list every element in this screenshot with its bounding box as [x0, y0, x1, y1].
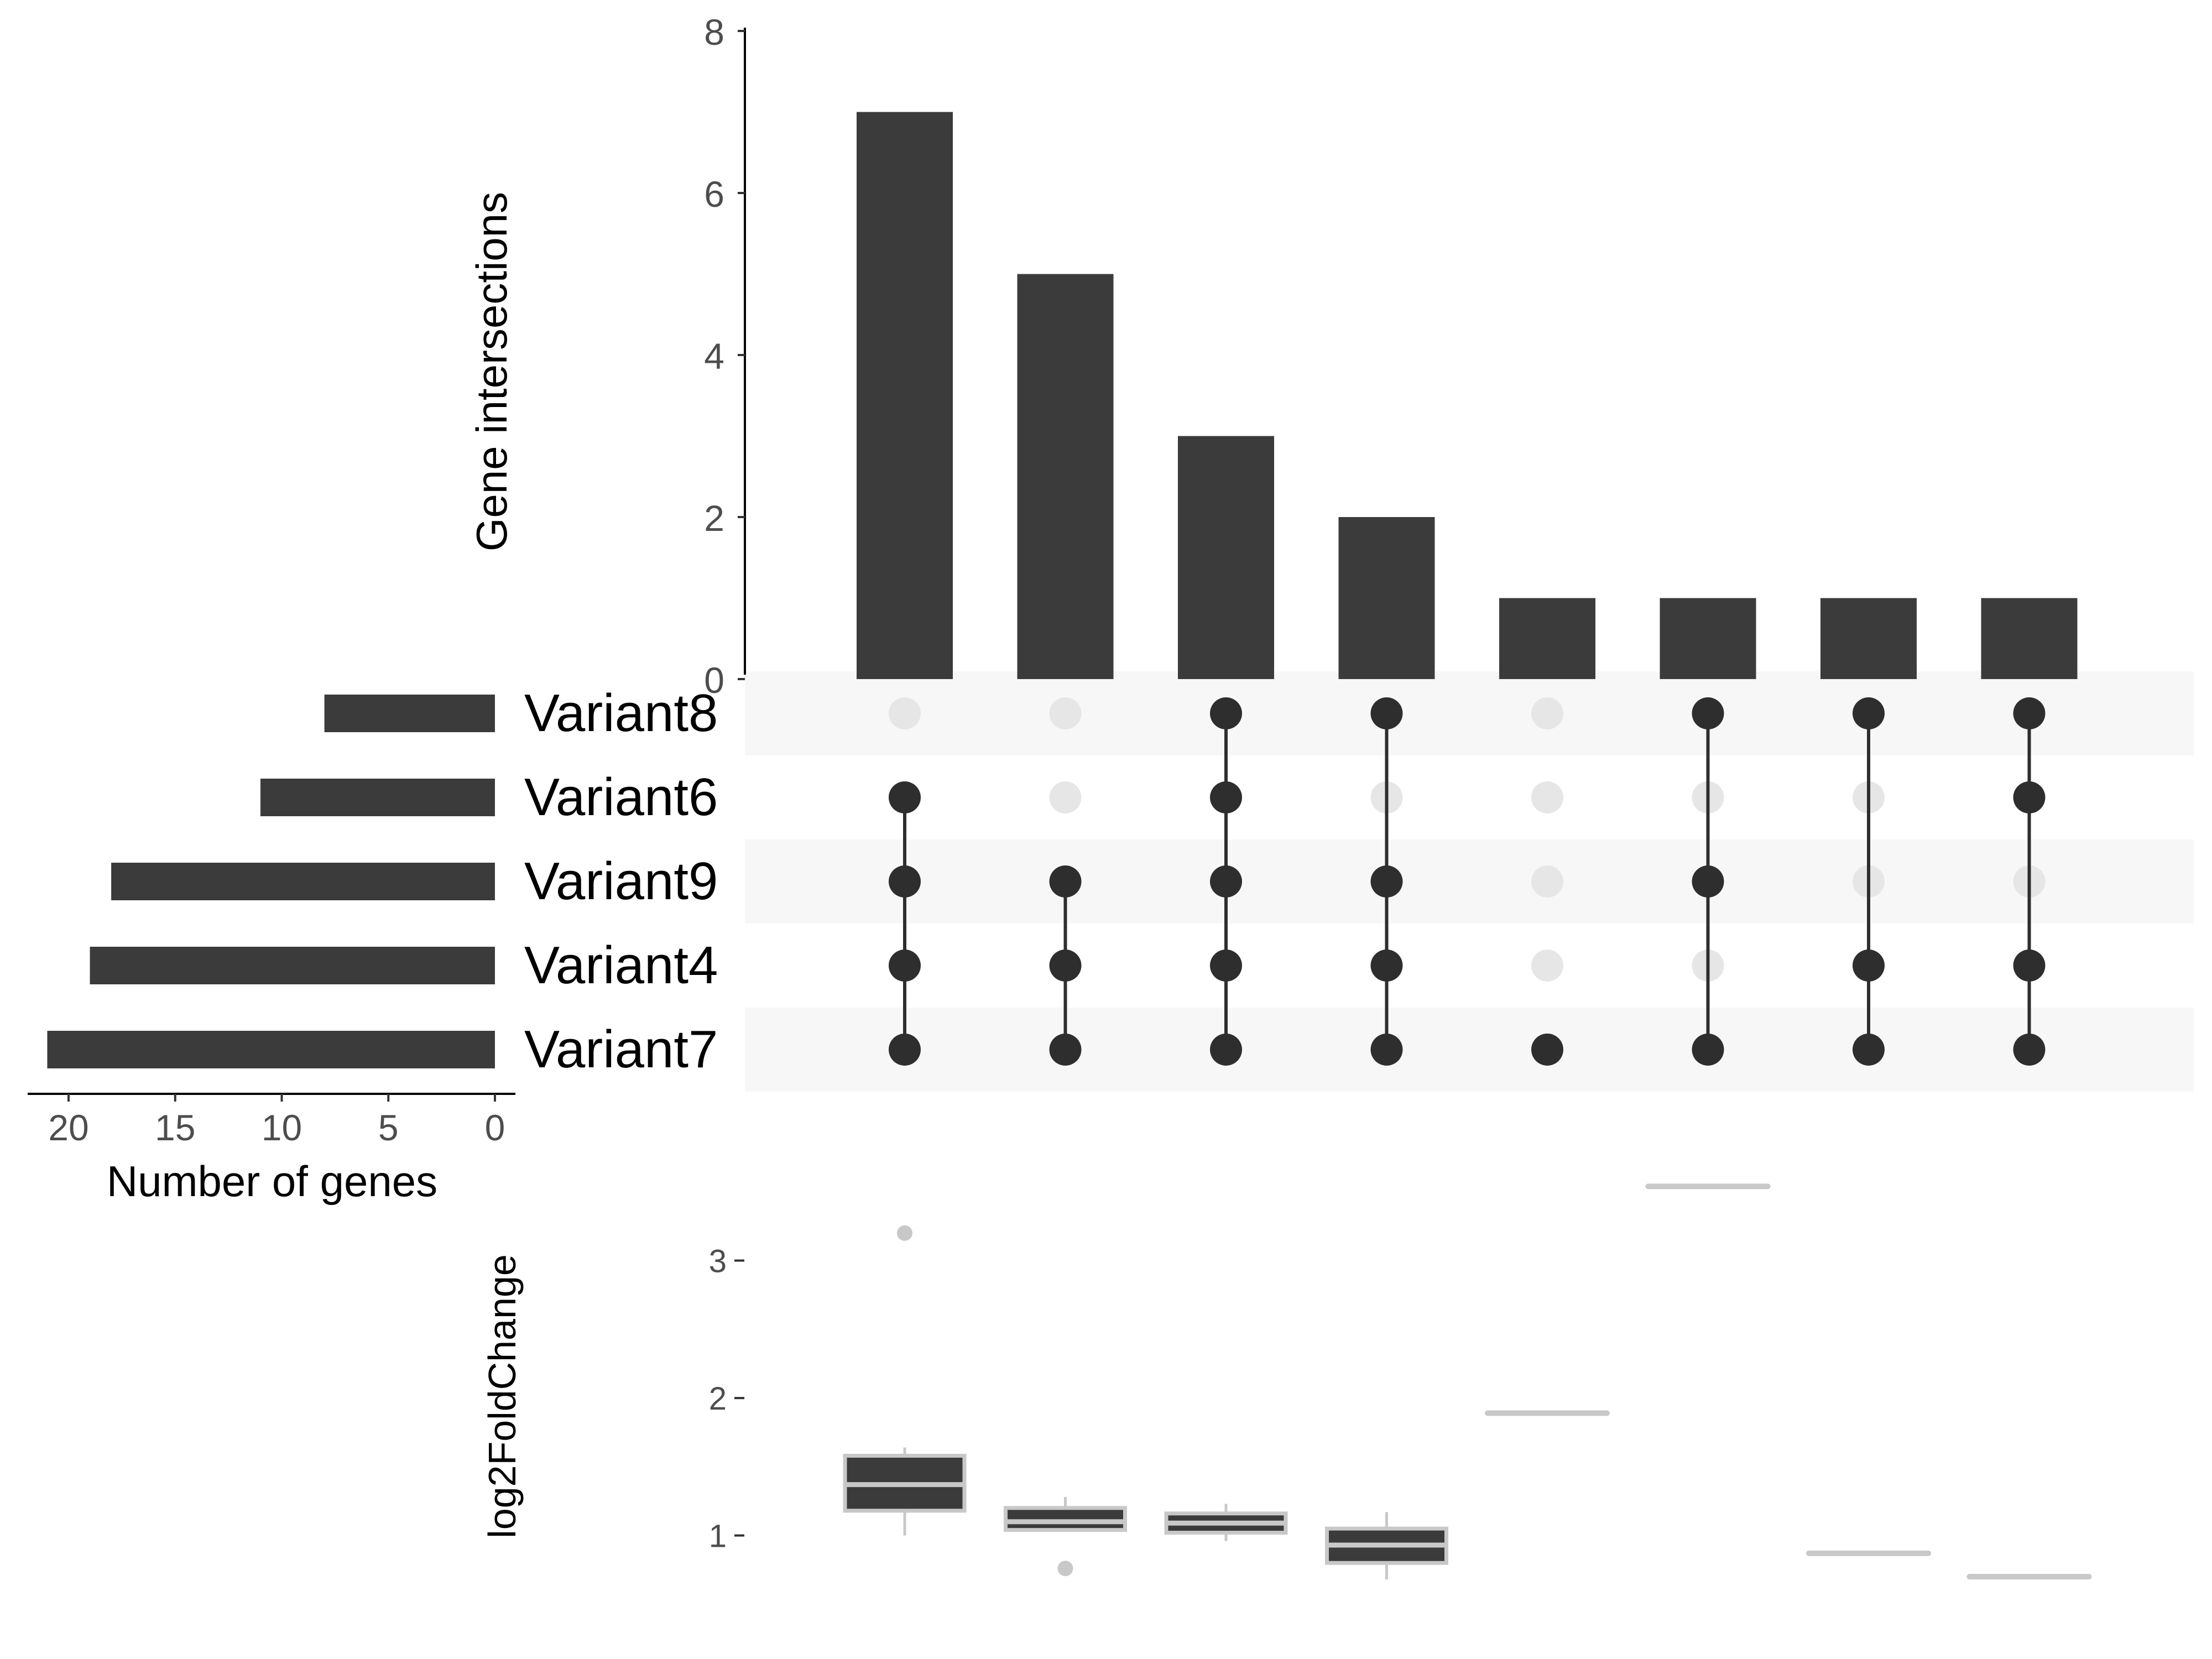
intersection-bar-2	[1017, 274, 1114, 679]
boxplot-y-tick-label: 2	[709, 1381, 727, 1417]
matrix-dot-inactive	[889, 697, 921, 729]
matrix-row-stripes	[745, 671, 2194, 1092]
set-size-x-tick-label: 20	[48, 1107, 88, 1148]
intersection-bar-1	[857, 112, 953, 679]
set-labels: Variant8 Variant6 Variant9 Variant4 Variant7	[524, 684, 718, 1079]
intersection-bar-8	[1981, 598, 2078, 679]
set-size-x-axis: 20 15 10 5 0	[28, 1093, 515, 1148]
matrix-dot-inactive	[1531, 781, 1563, 813]
matrix-dot-inactive	[1049, 697, 1082, 729]
set-size-x-tick-label: 15	[155, 1107, 195, 1148]
set-label-variant8: Variant8	[524, 684, 718, 743]
set-size-bar-variant4	[90, 947, 495, 984]
boxplot-1	[843, 1225, 967, 1536]
set-size-bars	[47, 695, 495, 1068]
set-label-variant4: Variant4	[524, 936, 718, 995]
set-size-x-tick-label: 5	[378, 1107, 399, 1148]
matrix-dot-inactive	[1531, 865, 1563, 898]
boxplot-4	[1325, 1512, 1448, 1580]
intersection-bar-5	[1499, 598, 1595, 679]
set-size-x-axis-label: Number of genes	[107, 1157, 437, 1206]
boxplot-y-tick-label: 1	[709, 1519, 727, 1554]
set-size-x-tick-label: 0	[485, 1107, 505, 1148]
matrix-dot-inactive	[1531, 950, 1563, 982]
intersection-bar-3	[1178, 436, 1274, 679]
intersection-y-axis: 0 2 4 6 8	[704, 12, 746, 701]
boxplot-outlier-point	[1057, 1561, 1073, 1577]
set-size-bar-variant8	[324, 695, 495, 732]
set-size-bar-variant9	[111, 863, 495, 900]
matrix-row-stripe	[745, 671, 2194, 755]
set-label-variant6: Variant6	[524, 768, 718, 827]
set-label-variant7: Variant7	[524, 1020, 718, 1079]
boxplot-outlier-point	[897, 1225, 912, 1241]
intersection-y-tick-label: 0	[704, 660, 724, 701]
intersection-bar-7	[1820, 598, 1917, 679]
intersection-y-tick-label: 2	[704, 498, 724, 539]
intersection-matrix	[889, 697, 2046, 1066]
set-size-bar-variant7	[47, 1031, 495, 1068]
set-size-x-tick-label: 10	[262, 1107, 302, 1148]
intersection-bars	[857, 112, 2078, 679]
intersection-y-axis-label: Gene intersections	[467, 192, 516, 551]
set-label-variant9: Variant9	[524, 852, 718, 911]
boxplot-box	[1004, 1506, 1127, 1532]
intersection-y-tick-label: 8	[704, 12, 724, 53]
matrix-dot-active	[1531, 1034, 1563, 1066]
log2foldchange-boxplots	[843, 1183, 2092, 1580]
intersection-y-tick-label: 6	[704, 174, 724, 215]
boxplot-2	[1004, 1497, 1127, 1577]
intersection-bar-6	[1660, 598, 1756, 679]
boxplot-y-tick-label: 3	[709, 1244, 727, 1280]
matrix-row-stripe	[745, 1008, 2194, 1092]
set-size-bar-variant6	[260, 779, 495, 816]
matrix-dot-inactive	[1531, 697, 1563, 729]
matrix-row-stripe	[745, 839, 2194, 924]
boxplot-y-axis-label: log2FoldChange	[481, 1254, 524, 1538]
matrix-dot-inactive	[1049, 781, 1082, 813]
intersection-bar-4	[1338, 517, 1435, 679]
boxplot-y-axis: 1 2 3	[709, 1244, 744, 1554]
boxplot-3	[1164, 1504, 1288, 1541]
intersection-y-tick-label: 4	[704, 336, 724, 377]
